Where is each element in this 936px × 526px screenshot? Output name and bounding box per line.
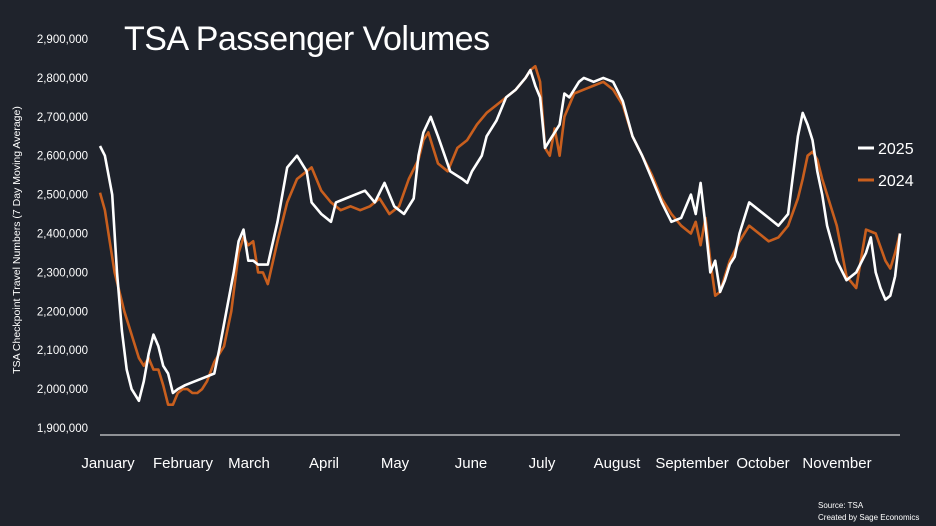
x-tick-label: November [802,455,871,472]
chart-title: TSA Passenger Volumes [124,20,490,58]
x-tick-label: June [455,455,488,472]
source-note: Source: TSA [818,501,864,510]
y-tick-label: 2,600,000 [37,151,88,163]
y-tick-label: 2,500,000 [37,190,88,202]
y-tick-label: 1,900,000 [37,423,88,435]
y-tick-labels: 1,900,000 2,000,000 2,100,000 2,200,000 2,30… [37,34,88,435]
y-tick-label: 2,000,000 [37,384,88,396]
x-tick-label: May [381,455,410,472]
y-tick-label: 2,800,000 [37,73,88,85]
x-tick-label: March [228,455,270,472]
legend-label-2024: 2024 [878,173,914,190]
legend-label-2025: 2025 [878,141,914,158]
y-tick-label: 2,200,000 [37,306,88,318]
legend: 2025 2024 [858,141,914,190]
x-tick-label: October [736,455,789,472]
x-tick-labels: January February March April May June July Augu… [81,455,871,472]
x-tick-label: August [594,455,642,472]
y-tick-label: 2,900,000 [37,34,88,46]
series-line-2025 [98,68,902,403]
y-tick-label: 2,400,000 [37,229,88,241]
x-tick-label: July [529,455,556,472]
y-tick-label: 2,100,000 [37,345,88,357]
series-line-2024 [98,64,902,406]
y-tick-label: 2,700,000 [37,112,88,124]
credit-note: Created by Sage Economics [818,513,919,522]
y-tick-label: 2,300,000 [37,267,88,279]
x-tick-label: January [81,455,135,472]
x-tick-label: February [153,455,214,472]
x-tick-label: April [309,455,339,472]
y-axis-label: TSA Checkpoint Travel Numbers (7 Day Mov… [11,106,23,374]
x-tick-label: September [655,455,728,472]
